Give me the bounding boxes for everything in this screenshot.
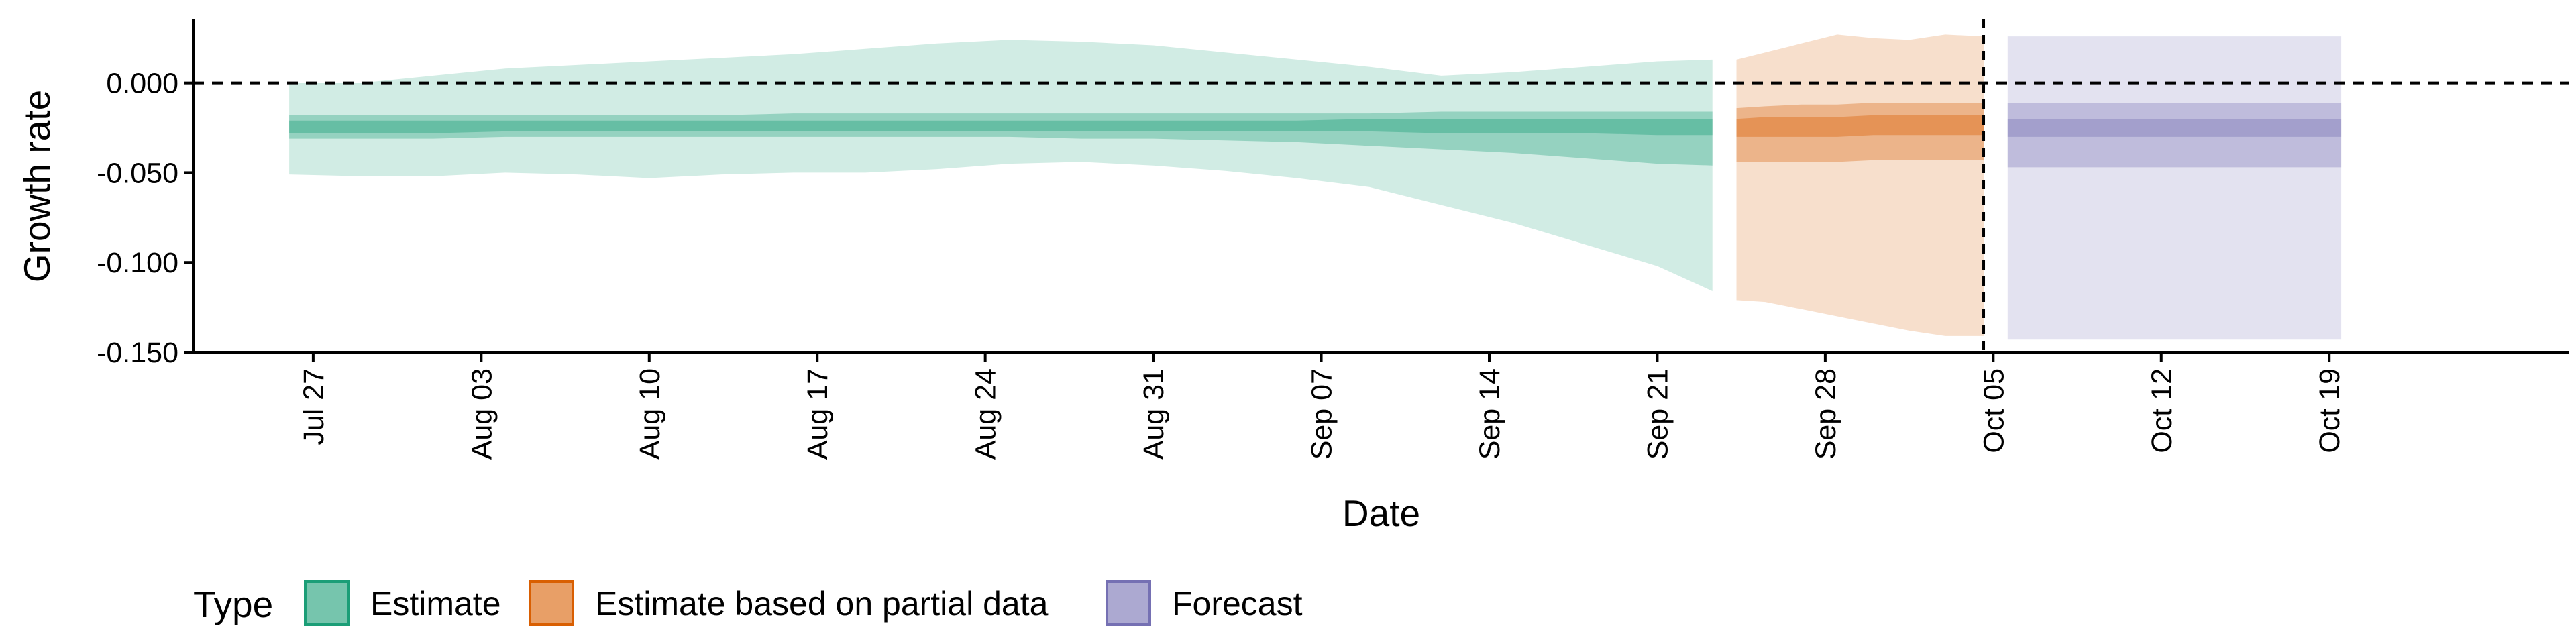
x-tick-label: Sep 14 — [1474, 368, 1506, 460]
estimate-based-on-partial-data-band-50 — [1736, 103, 1984, 162]
y-tick-label: 0.000 — [106, 68, 178, 100]
tick-labels: 0.000 -0.050 -0.100 -0.150 Jul 27 Aug 03 Aug 1… — [97, 68, 2346, 460]
reference-lines — [193, 19, 2569, 354]
x-axis-title: Date — [1342, 492, 1420, 534]
legend-key — [529, 580, 574, 626]
x-tick-label: Jul 27 — [298, 368, 330, 445]
estimate-band-50 — [289, 111, 1713, 166]
x-tick-label: Oct 05 — [1978, 368, 2010, 453]
estimate-band-90 — [289, 40, 1713, 292]
y-tick-label: -0.050 — [97, 157, 178, 189]
estimate-band-20 — [289, 119, 1713, 136]
y-axis-title: Growth rate — [16, 90, 58, 282]
forecast-band-20 — [2007, 119, 2342, 137]
x-tick-label: Aug 24 — [970, 368, 1002, 460]
x-tick-label: Sep 07 — [1306, 368, 1338, 460]
forecast-band-90 — [2007, 36, 2342, 340]
legend-label: Forecast — [1172, 585, 1303, 623]
x-tick-label: Aug 31 — [1138, 368, 1170, 460]
legend-label: Estimate based on partial data — [595, 585, 1049, 623]
uncertainty-bands — [289, 34, 2342, 340]
y-tick-label: -0.150 — [97, 337, 178, 369]
x-tick-label: Aug 10 — [634, 368, 666, 460]
legend-key — [1106, 580, 1151, 626]
x-tick-label: Oct 12 — [2146, 368, 2178, 453]
x-tick-label: Sep 21 — [1642, 368, 1674, 460]
estimate-based-on-partial-data-band-20 — [1736, 115, 1984, 137]
forecast-band-50 — [2007, 103, 2342, 168]
x-tick-label: Aug 17 — [802, 368, 834, 460]
x-tick-label: Aug 03 — [466, 368, 498, 460]
legend-key — [304, 580, 350, 626]
x-tick-label: Oct 19 — [2314, 368, 2346, 453]
x-tick-label: Sep 28 — [1810, 368, 1842, 460]
legend: Type Estimate Estimate based on partial d… — [193, 580, 1303, 626]
legend-title: Type — [193, 584, 273, 625]
y-tick-label: -0.100 — [97, 247, 178, 279]
legend-label: Estimate — [370, 585, 501, 623]
axes — [192, 19, 2569, 354]
estimate-based-on-partial-data-band-90 — [1736, 34, 1984, 336]
